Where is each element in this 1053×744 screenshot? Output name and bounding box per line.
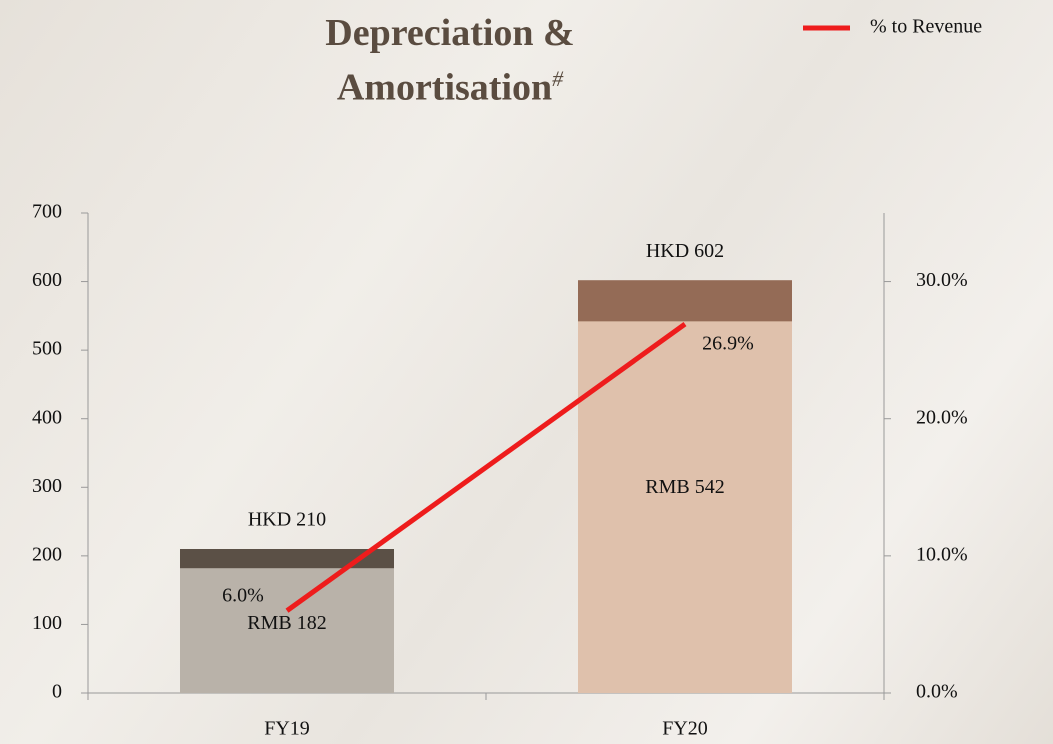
legend-label: % to Revenue bbox=[870, 16, 982, 38]
y-tick-label: 400 bbox=[32, 406, 62, 428]
y-tick-label: 300 bbox=[32, 475, 62, 497]
y-tick-label: 100 bbox=[32, 612, 62, 634]
data-label: HKD 210 bbox=[248, 509, 326, 531]
bar bbox=[578, 321, 792, 693]
data-label: HKD 602 bbox=[646, 240, 724, 262]
chart-title: Depreciation & Amortisation bbox=[325, 12, 575, 109]
y2-tick-label: 20.0% bbox=[916, 406, 968, 428]
y-tick-label: 0 bbox=[52, 681, 62, 703]
title-superscript: # bbox=[552, 66, 564, 91]
data-label: 26.9% bbox=[702, 333, 754, 355]
y-tick-label: 500 bbox=[32, 338, 62, 360]
y2-tick-label: 10.0% bbox=[916, 543, 968, 565]
data-label: 6.0% bbox=[222, 584, 264, 606]
y2-tick-label: 30.0% bbox=[916, 269, 968, 291]
y-tick-label: 700 bbox=[32, 201, 62, 223]
x-tick-label: FY19 bbox=[264, 718, 310, 740]
y-tick-label: 200 bbox=[32, 543, 62, 565]
data-label: RMB 542 bbox=[645, 476, 724, 498]
chart-title-block: Depreciation & Amortisation# bbox=[250, 10, 650, 111]
y-tick-label: 600 bbox=[32, 269, 62, 291]
data-label: RMB 182 bbox=[247, 612, 326, 634]
y2-tick-label: 0.0% bbox=[916, 681, 958, 703]
line-series bbox=[285, 322, 687, 613]
x-tick-label: FY20 bbox=[662, 718, 708, 740]
bar bbox=[180, 568, 394, 693]
